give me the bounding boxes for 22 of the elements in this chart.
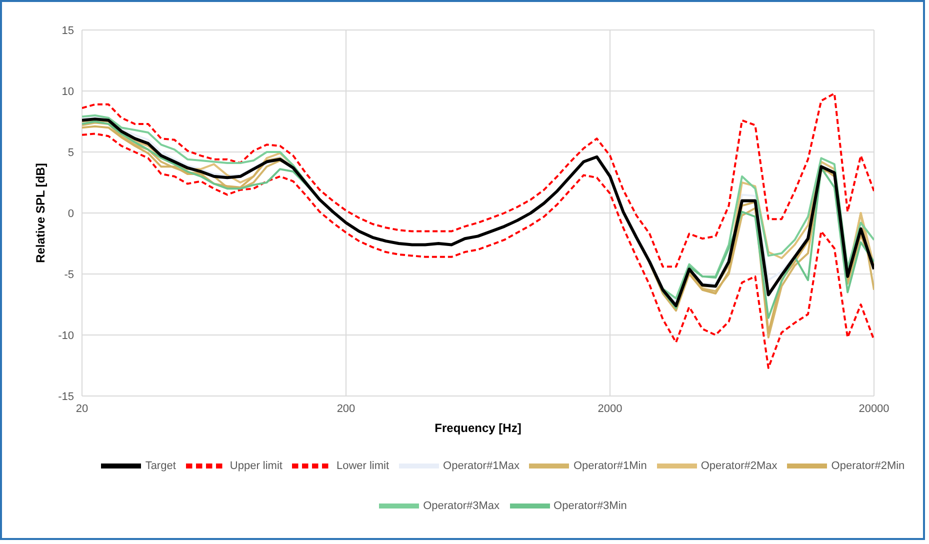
y-tick-label: 10: [62, 86, 74, 98]
y-tick-label: 15: [62, 24, 74, 37]
x-tick-label: 2000: [598, 402, 622, 415]
legend-label: Upper limit: [230, 460, 282, 472]
x-tick-label: 200: [336, 402, 356, 415]
y-tick-label: -10: [58, 330, 74, 342]
legend-label: Operator#2Max: [700, 460, 778, 472]
legend-label: Target: [145, 460, 176, 472]
y-tick-label: -5: [64, 268, 74, 281]
x-axis-title: Frequency [Hz]: [434, 421, 522, 435]
x-tick-label: 20000: [858, 402, 890, 415]
legend-label: Operator#1Max: [443, 460, 520, 472]
y-tick-label: 0: [68, 208, 74, 220]
y-tick-label: 5: [68, 146, 74, 159]
legend-label: Operator#1Min: [573, 460, 647, 472]
legend-label: Lower limit: [336, 460, 390, 472]
y-tick-label: -15: [58, 390, 74, 403]
y-axis-title: Relative SPL [dB]: [33, 163, 48, 263]
legend-label: Operator#3Max: [423, 500, 500, 512]
legend-label: Operator#2Min: [831, 460, 905, 472]
legend-label: Operator#3Min: [554, 500, 627, 512]
x-tick-label: 20: [76, 402, 88, 415]
